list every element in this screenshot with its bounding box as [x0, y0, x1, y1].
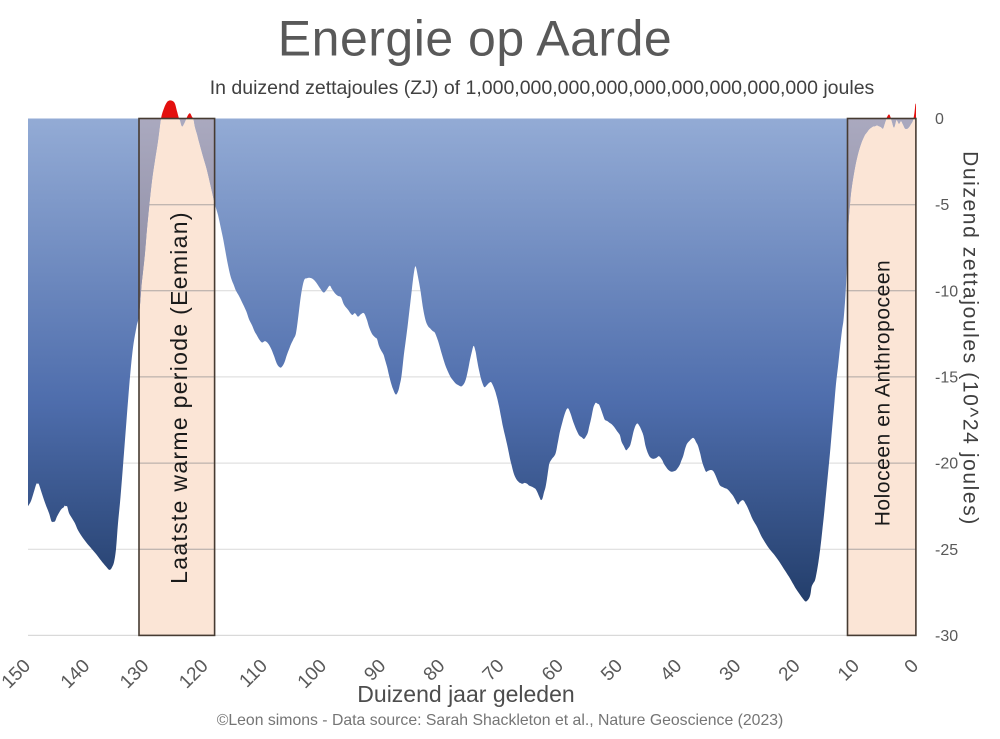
svg-text:In duizend zettajoules (ZJ) of: In duizend zettajoules (ZJ) of 1,000,000…: [210, 77, 875, 99]
svg-text:-30: -30: [935, 628, 958, 645]
svg-text:Energie op Aarde: Energie op Aarde: [278, 11, 672, 67]
svg-text:-25: -25: [935, 542, 958, 559]
svg-text:Laatste warme periode (Eemian): Laatste warme periode (Eemian): [166, 211, 192, 584]
svg-text:©Leon simons - Data source: Sa: ©Leon simons - Data source: Sarah Shackl…: [217, 712, 784, 729]
svg-text:Duizend jaar geleden: Duizend jaar geleden: [357, 681, 574, 707]
svg-text:Holoceen en Anthropoceen: Holoceen en Anthropoceen: [872, 260, 895, 527]
svg-text:-10: -10: [935, 283, 958, 300]
svg-text:0: 0: [935, 111, 944, 128]
svg-text:-5: -5: [935, 197, 949, 214]
svg-text:-20: -20: [935, 456, 958, 473]
svg-text:Duizend zettajoules (10^24 jou: Duizend zettajoules (10^24 joules): [959, 151, 982, 526]
svg-text:-15: -15: [935, 369, 958, 386]
